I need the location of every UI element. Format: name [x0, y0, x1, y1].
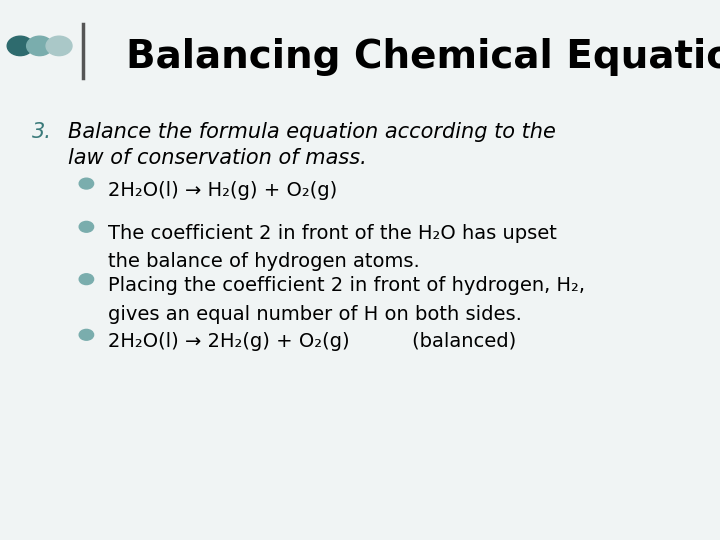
Circle shape: [79, 221, 94, 232]
Text: gives an equal number of H on both sides.: gives an equal number of H on both sides…: [108, 305, 522, 323]
Circle shape: [46, 36, 72, 56]
Circle shape: [79, 178, 94, 189]
Text: The coefficient 2 in front of the H₂O has upset: The coefficient 2 in front of the H₂O ha…: [108, 224, 557, 243]
Text: 3.: 3.: [32, 122, 53, 141]
Text: 2H₂O(l) → H₂(g) + O₂(g): 2H₂O(l) → H₂(g) + O₂(g): [108, 181, 337, 200]
Circle shape: [79, 274, 94, 285]
Circle shape: [27, 36, 53, 56]
Text: the balance of hydrogen atoms.: the balance of hydrogen atoms.: [108, 252, 420, 271]
Text: 2H₂O(l) → 2H₂(g) + O₂(g)          (balanced): 2H₂O(l) → 2H₂(g) + O₂(g) (balanced): [108, 332, 516, 351]
Circle shape: [79, 329, 94, 340]
Text: Placing the coefficient 2 in front of hydrogen, H₂,: Placing the coefficient 2 in front of hy…: [108, 276, 585, 295]
Circle shape: [7, 36, 33, 56]
Text: law of conservation of mass.: law of conservation of mass.: [68, 148, 367, 168]
Text: Balance the formula equation according to the: Balance the formula equation according t…: [68, 122, 557, 141]
Text: Balancing Chemical Equations: Balancing Chemical Equations: [126, 38, 720, 76]
